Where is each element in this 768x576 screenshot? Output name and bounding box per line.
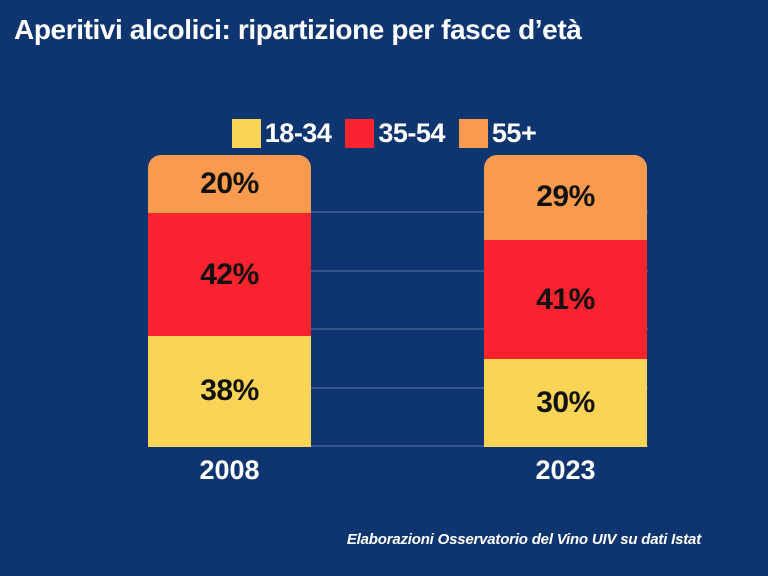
gridline-80pct [148, 211, 648, 214]
gridline-0pct [148, 445, 648, 447]
legend-label: 18-34 [264, 118, 332, 148]
stacked-bar-chart: 20% 42% 38% 2008 29% 41% 30% 2023 [148, 155, 648, 485]
segment-value-label: 29% [536, 180, 595, 214]
bar-segment-18-34-2023: 30% [484, 359, 647, 447]
page-title: Aperitivi alcolici: ripartizione per fas… [14, 14, 582, 45]
bar-2008: 20% 42% 38% 2008 [148, 155, 311, 485]
legend-item-35-54: 35-54 [345, 118, 445, 149]
bar-2023: 29% 41% 30% 2023 [484, 155, 647, 485]
bar-segment-55plus-2008: 20% [148, 155, 311, 214]
bar-segment-35-54-2023: 41% [484, 239, 647, 360]
legend-item-18-34: 18-34 [231, 118, 332, 149]
gridline-20pct [148, 386, 648, 389]
segment-value-label: 38% [200, 374, 259, 408]
segment-value-label: 41% [536, 282, 595, 316]
gridline-40pct [148, 328, 648, 331]
legend-swatch [458, 119, 488, 148]
segment-value-label: 30% [536, 386, 595, 420]
segment-value-label: 42% [200, 257, 259, 291]
source-credit: Elaborazioni Osservatorio del Vino UIV s… [346, 531, 701, 548]
legend-label: 55+ [491, 118, 537, 148]
legend-swatch [345, 119, 375, 148]
chart-legend: 18-34 35-54 55+ [0, 118, 768, 149]
category-label-2008: 2008 [199, 455, 260, 485]
legend-item-55plus: 55+ [458, 118, 537, 149]
bar-segment-55plus-2023: 29% [484, 155, 647, 240]
gridline-60pct [148, 269, 648, 272]
segment-value-label: 20% [200, 167, 259, 201]
bar-segment-18-34-2008: 38% [148, 336, 311, 447]
bar-segment-35-54-2008: 42% [148, 213, 311, 337]
legend-swatch [231, 119, 261, 148]
legend-label: 35-54 [378, 118, 445, 148]
category-label-2023: 2023 [535, 455, 596, 485]
